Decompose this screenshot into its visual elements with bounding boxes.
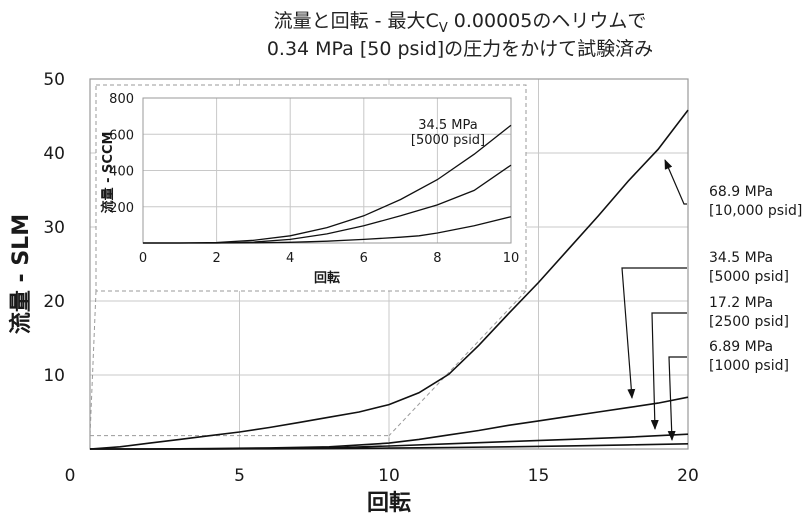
inset-x-tick-label: 8 xyxy=(433,251,441,266)
inset-x-axis-title: 回転 xyxy=(314,270,340,286)
inset-x-tick-label: 6 xyxy=(360,251,368,266)
inset-annotation-label: [5000 psid] xyxy=(411,133,485,148)
main-plot-frame xyxy=(89,78,689,450)
main-y-tick-label: 20 xyxy=(43,292,65,312)
inset-x-tick-label: 0 xyxy=(139,251,147,266)
callout-leader-4 xyxy=(667,356,687,441)
main-series-line-4 xyxy=(90,443,689,450)
main-y-tick-label: 50 xyxy=(43,70,65,90)
inset-x-tick-label: 4 xyxy=(286,251,294,266)
inset-y-tick-label: 200 xyxy=(109,201,134,216)
inset-panel xyxy=(95,84,527,292)
inset-x-tick-label: 2 xyxy=(212,251,220,266)
inset-plot-frame xyxy=(142,97,512,244)
main-y-axis-title: 流量 - SLM xyxy=(8,214,34,334)
series-label-3: 17.2 MPa xyxy=(709,295,773,311)
main-y-tick-label: 10 xyxy=(43,366,65,386)
main-x-tick-label: 0 xyxy=(65,466,76,486)
callout-leader-3 xyxy=(650,312,687,430)
inset-x-tick-label: 10 xyxy=(503,251,520,266)
main-x-tick-label: 20 xyxy=(677,466,699,486)
series-label-1: 68.9 MPa xyxy=(709,184,773,200)
inset-y-tick-label: 600 xyxy=(109,128,134,143)
series-label-4: [1000 psid] xyxy=(709,358,789,374)
inset-y-axis-title: 流量 - SCCM xyxy=(100,132,116,214)
chart-title-line-2: 0.34 MPa [50 psid]の圧力をかけて試験済み xyxy=(266,38,654,60)
inset-annotation-label: 34.5 MPa xyxy=(418,118,478,133)
callout-leader-1 xyxy=(664,159,687,205)
series-label-3: [2500 psid] xyxy=(709,314,789,330)
main-y-tick-label: 40 xyxy=(43,144,65,164)
zoom-connector-right xyxy=(388,290,527,437)
callout-leader-2 xyxy=(621,267,687,399)
main-x-tick-label: 10 xyxy=(378,466,400,486)
zoom-connector-left xyxy=(89,290,97,436)
main-x-axis-title: 回転 xyxy=(367,490,411,516)
main-series-line-1 xyxy=(89,109,689,450)
series-label-2: 34.5 MPa xyxy=(709,250,773,266)
series-label-2: [5000 psid] xyxy=(709,269,789,285)
inset-series-line-3 xyxy=(143,216,512,244)
zoom-region-box xyxy=(89,435,390,450)
chart-title-line-1: 流量と回転 - 最大CV 0.00005のヘリウムで xyxy=(273,10,647,36)
main-x-tick-label: 15 xyxy=(528,466,550,486)
inset-y-tick-label: 400 xyxy=(109,165,134,180)
series-label-4: 6.89 MPa xyxy=(709,339,773,355)
inset-y-tick-label: 800 xyxy=(109,92,134,107)
main-y-tick-label: 30 xyxy=(43,218,65,238)
main-x-tick-label: 5 xyxy=(234,466,245,486)
series-label-1: [10,000 psid] xyxy=(709,203,802,219)
